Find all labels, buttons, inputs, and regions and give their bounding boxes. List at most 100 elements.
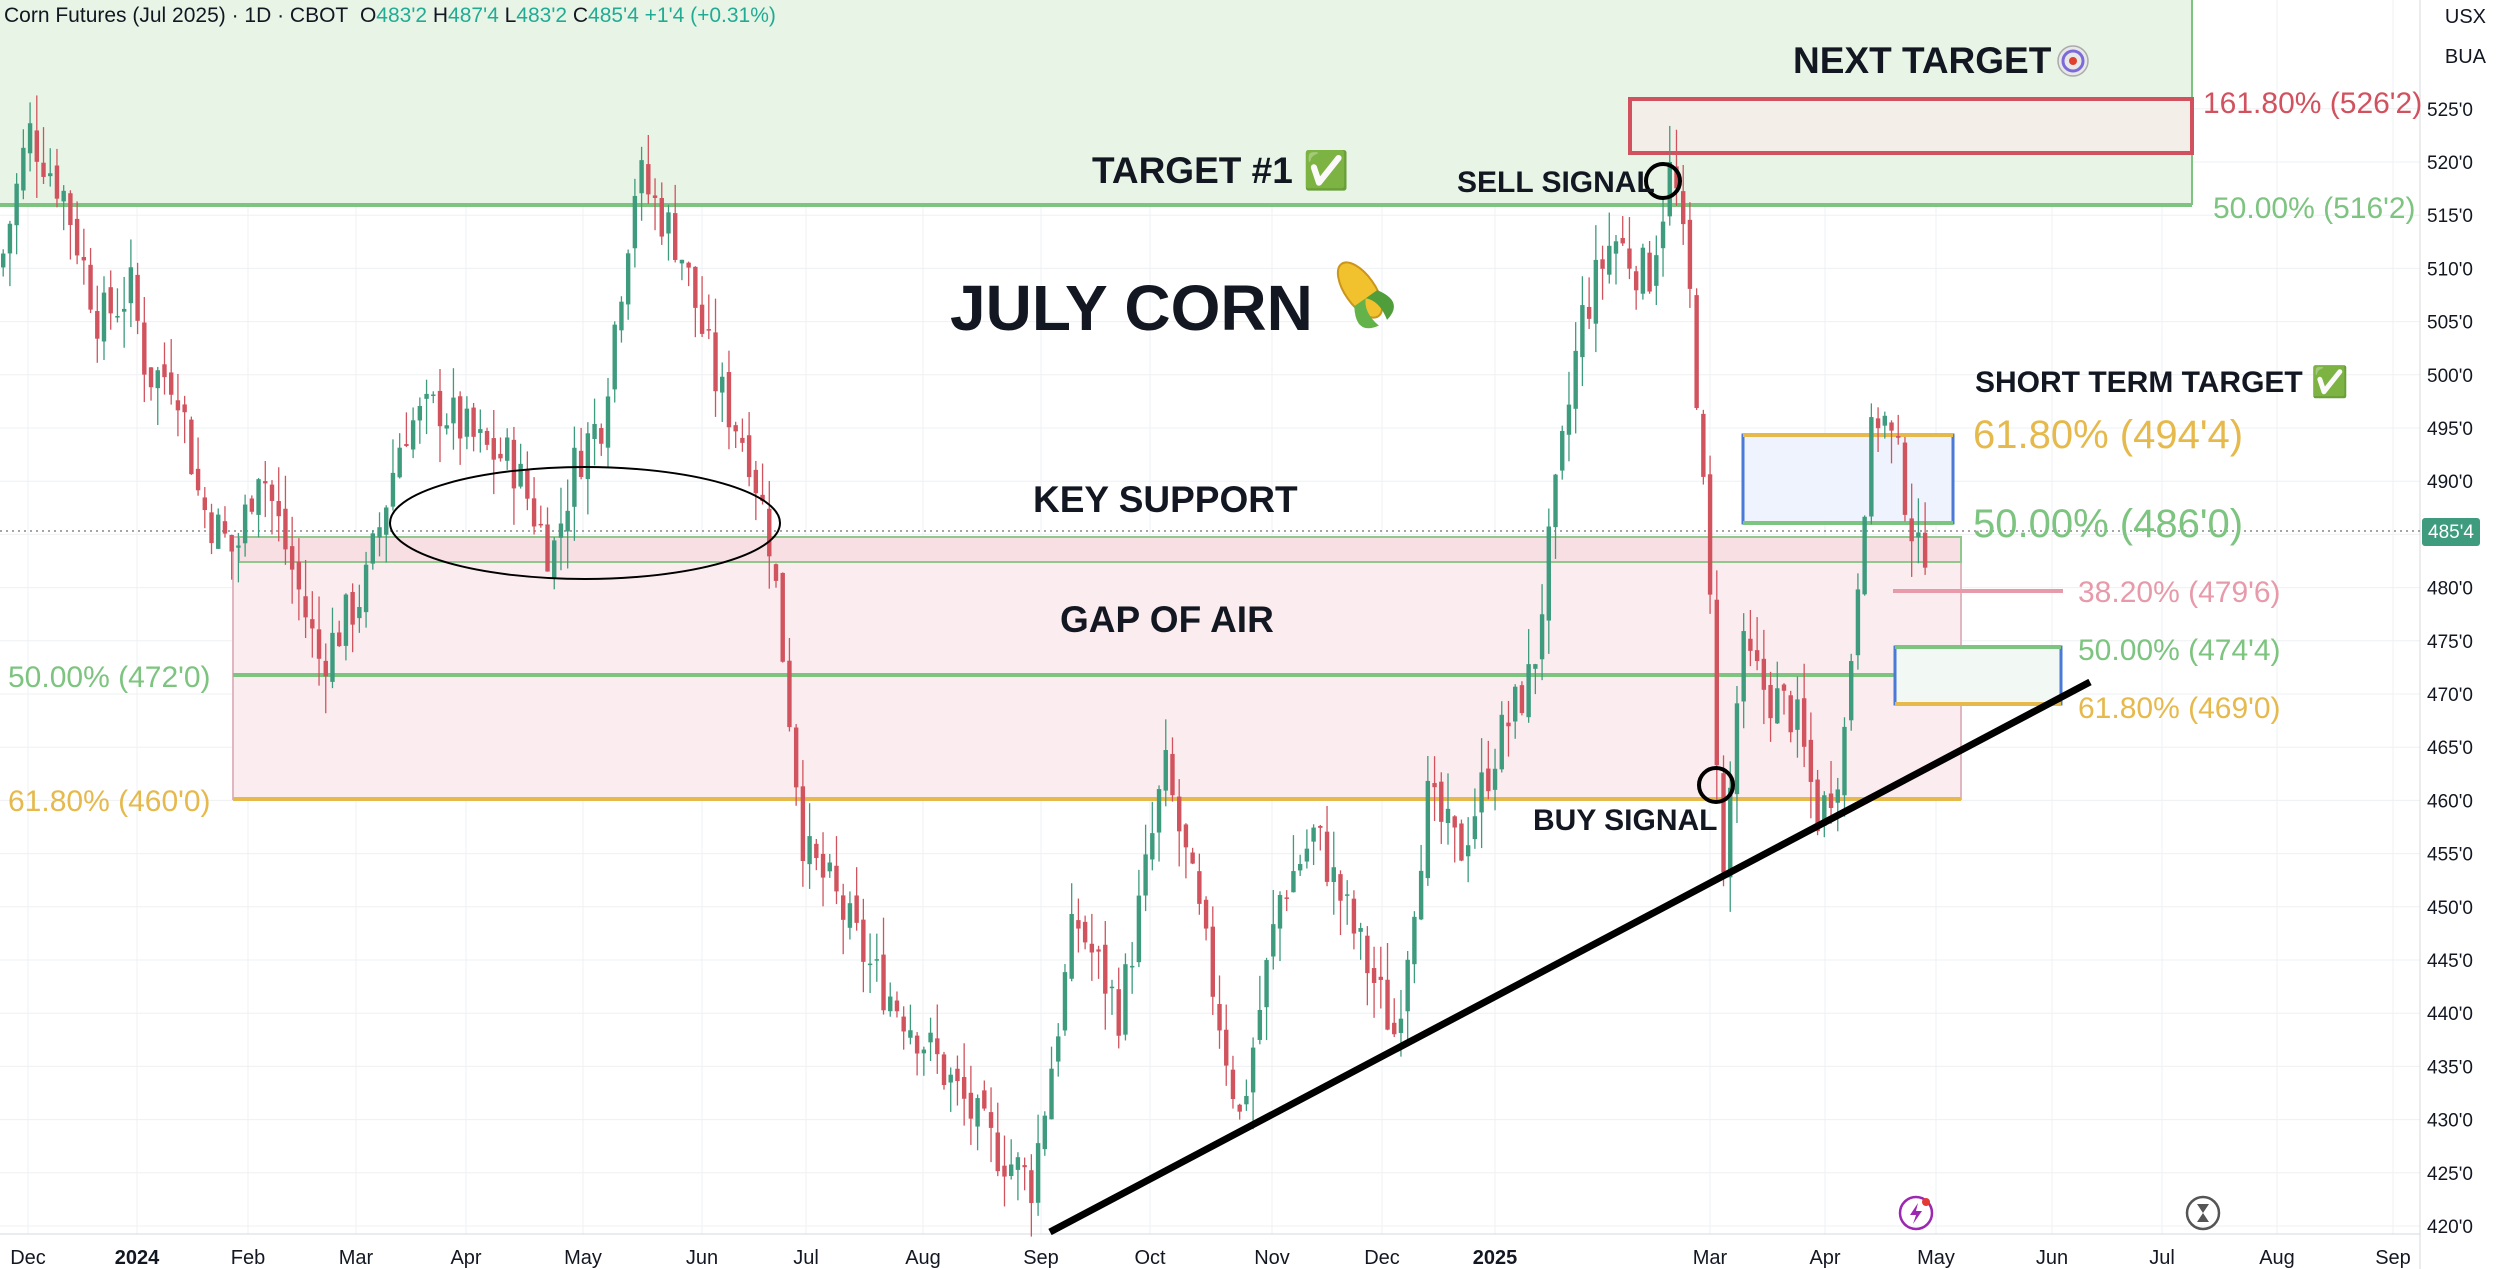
candle-body (1224, 1029, 1229, 1066)
candle-body (1069, 913, 1074, 979)
sell-signal-label: SELL SIGNAL (1457, 166, 1655, 199)
y-axis[interactable]: 525'0 520'0 515'0 510'0 505'0 500'0 495'0 490'0… (2427, 100, 2473, 1238)
short-term-target-box (1741, 433, 1955, 525)
candle-body (632, 195, 638, 249)
candle-body (1143, 854, 1148, 896)
level-label-16180: 161.80% (526'2) (2203, 87, 2422, 120)
candle-body (1244, 1095, 1249, 1105)
candle-body (1835, 789, 1840, 803)
candle-body (773, 564, 779, 581)
buy-signal-circle (1697, 766, 1735, 804)
candle-body (847, 903, 853, 928)
level-label-5000-upper: 50.00% (516'2) (2213, 192, 2416, 225)
candle-body (1842, 726, 1847, 796)
candle-body (1311, 827, 1316, 842)
candle-body (652, 195, 658, 198)
candle-body (888, 996, 893, 1012)
candle-body (941, 1054, 947, 1086)
candle-body (410, 420, 416, 450)
x-axis[interactable]: Dec 2024 Feb Mar Apr May Jun Jul Aug Sep Oct Nov Dec… (10, 1247, 2411, 1269)
candle-body (1728, 787, 1733, 878)
candle-body (1257, 1009, 1263, 1040)
candle-body (854, 895, 859, 923)
currency-label[interactable]: USX (2444, 6, 2486, 28)
candle-body (1862, 516, 1867, 595)
candle-body (1795, 699, 1800, 730)
candle-body (471, 407, 476, 437)
level-label-5000-low: 50.00% (474'4) (2078, 634, 2281, 667)
candle-body (1123, 964, 1128, 1035)
y-tick-label: 515'0 (2427, 206, 2473, 227)
candle-body (767, 508, 772, 557)
candle-body (1687, 219, 1693, 289)
x-tick-label: Jul (2149, 1247, 2175, 1269)
candle-body (1452, 816, 1457, 828)
candle-body (1775, 688, 1780, 724)
candle-body (155, 370, 160, 389)
candle-body (518, 463, 523, 487)
candle-body (814, 843, 819, 859)
candle-body (182, 404, 187, 413)
candle-body (337, 632, 342, 647)
level-label-6180-low: 61.80% (469'0) (2078, 692, 2281, 725)
candle-body (115, 315, 120, 318)
unit-label[interactable]: BUA (2444, 46, 2486, 68)
y-tick-label: 425'0 (2427, 1164, 2473, 1185)
candle-body (202, 497, 207, 511)
y-tick-label: 430'0 (2427, 1111, 2473, 1132)
candle-body (1822, 795, 1827, 827)
candle-body (578, 450, 584, 477)
candle-body (679, 259, 685, 264)
candle-body (1701, 413, 1706, 477)
candle-body (1392, 1022, 1397, 1035)
lower-target-box (1893, 645, 2063, 706)
lightning-icon[interactable] (1898, 1195, 1934, 1231)
y-tick-label: 420'0 (2427, 1217, 2473, 1238)
candle-body (1425, 780, 1431, 879)
candle-body (162, 364, 167, 378)
candle-body (142, 322, 147, 375)
svg-text:485'4: 485'4 (2428, 522, 2474, 543)
candle-body (1506, 722, 1511, 727)
candle-body (1405, 959, 1410, 1012)
x-tick-label: 2024 (115, 1247, 160, 1269)
candle-body (1156, 789, 1162, 833)
candle-body (444, 425, 449, 429)
symbol-header[interactable]: Corn Futures (Jul 2025) · 1D · CBOT O483… (4, 4, 776, 28)
hourglass-icon[interactable] (2185, 1195, 2221, 1231)
candle-body (1056, 1036, 1061, 1062)
candle-body (1331, 867, 1336, 883)
candle-body (484, 430, 490, 445)
candle-body (1902, 442, 1908, 515)
candle-body (699, 304, 705, 334)
candle-body (1580, 305, 1585, 358)
candle-body (1681, 191, 1686, 225)
y-tick-label: 445'0 (2427, 951, 2473, 972)
candle-body (417, 406, 423, 421)
candle-body (1546, 526, 1551, 621)
candle-body (41, 162, 46, 177)
candle-body (1250, 1047, 1256, 1093)
candle-body (760, 494, 765, 501)
x-tick-label: Nov (1254, 1247, 1290, 1269)
candle-body (558, 523, 564, 538)
candle-body (21, 147, 26, 191)
candle-body (316, 629, 322, 659)
candle-body (740, 437, 745, 443)
x-tick-label: 2025 (1473, 1247, 1518, 1269)
low-value: 483'2 (516, 4, 568, 27)
candle-body (1412, 916, 1417, 965)
candle-body (1163, 750, 1168, 791)
candle-body (1358, 928, 1363, 932)
candle-body (209, 512, 214, 544)
x-tick-label: Aug (2259, 1247, 2295, 1269)
level-label-3820: 38.20% (479'6) (2078, 576, 2281, 609)
candle-body (370, 533, 375, 564)
trendline (1048, 678, 2092, 1236)
candle-body (61, 190, 66, 202)
candle-body (1761, 658, 1767, 690)
candle-body (693, 266, 698, 308)
candle-body (1035, 1143, 1041, 1203)
candle-body (780, 572, 785, 662)
